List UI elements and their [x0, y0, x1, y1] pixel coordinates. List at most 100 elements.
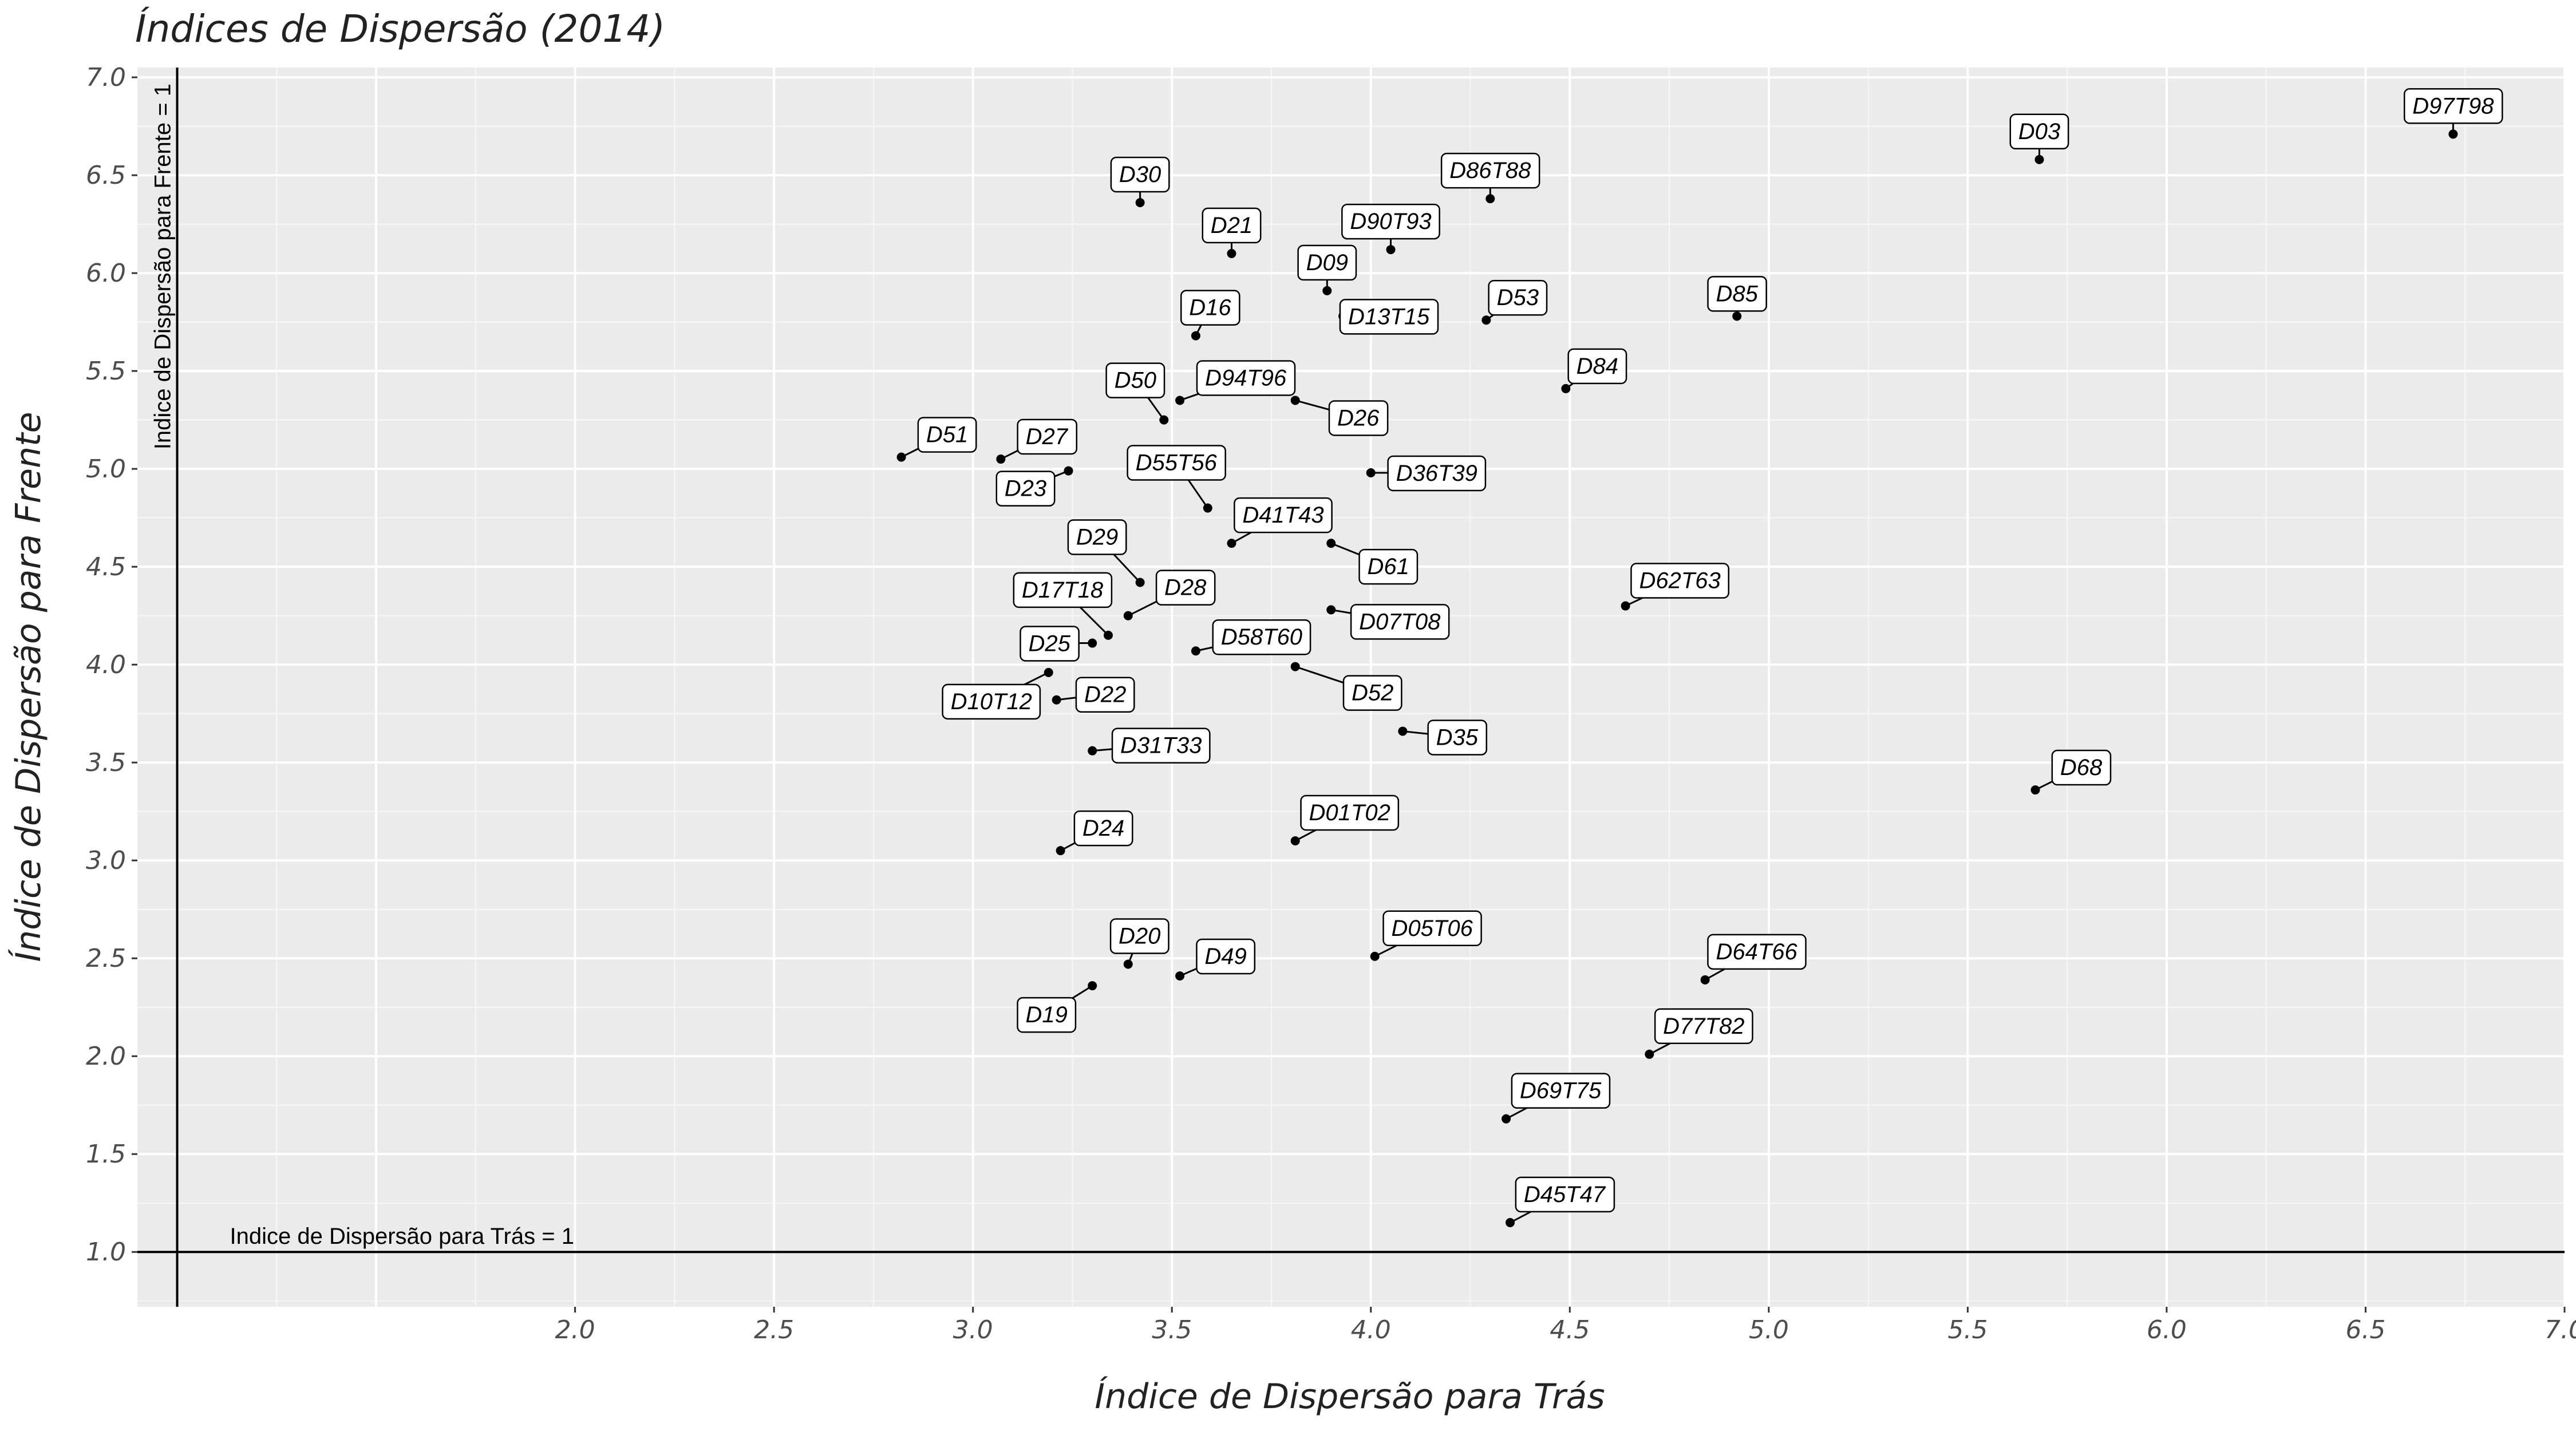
point-label-box: [1707, 276, 1767, 312]
point-label: D31T33: [1111, 728, 1211, 764]
data-point: [1056, 846, 1065, 856]
point-label-text: D68: [2060, 755, 2103, 780]
point-label-box: [1109, 918, 1170, 954]
data-point: [1135, 578, 1145, 587]
data-point: [1088, 981, 1097, 991]
point-label: D52: [1342, 675, 1402, 711]
point-label-text: D17T18: [1022, 578, 1104, 603]
x-tick-label: 5.0: [1749, 1315, 1789, 1345]
point-label-text: D97T98: [2412, 93, 2494, 118]
point-label: D64T66: [1707, 934, 1807, 970]
point-label-text: D90T93: [1350, 209, 1431, 234]
point-label-box: [1212, 619, 1311, 655]
point-label-text: D13T15: [1348, 304, 1430, 329]
point-label-text: D24: [1082, 816, 1124, 841]
point-label: D01T02: [1300, 794, 1400, 831]
x-tick-label: 3.0: [953, 1315, 993, 1345]
point-label-box: [1127, 445, 1226, 481]
data-point: [2448, 129, 2458, 139]
reference-lines: Indice de Dispersão para Frente = 1 Indi…: [137, 68, 2565, 1307]
point-label-text: D84: [1577, 354, 1618, 379]
x-tick-label: 7.0: [2545, 1315, 2576, 1345]
point-label-box: [1511, 1073, 1611, 1109]
point-label: D68: [2051, 749, 2112, 786]
data-point: [1502, 1114, 1511, 1124]
data-point: [896, 452, 906, 462]
point-label-box: [1339, 299, 1439, 335]
point-label-text: D26: [1337, 405, 1380, 430]
point-label-box: [1328, 400, 1389, 436]
point-label: D23: [995, 471, 1056, 507]
point-label: D27: [1017, 418, 1078, 455]
point-label: D86T88: [1440, 152, 1540, 189]
data-point: [1064, 466, 1073, 476]
point-label-text: D41T43: [1242, 503, 1323, 528]
point-label-text: D27: [1026, 424, 1069, 449]
point-label-box: [1342, 675, 1402, 711]
point-label-text: D31T33: [1120, 733, 1202, 758]
x-tick-label: 6.5: [2345, 1315, 2385, 1345]
point-label: D10T12: [942, 683, 1041, 720]
data-point: [1135, 197, 1145, 207]
y-tick-label: 6.5: [86, 161, 126, 190]
point-label: D45T47: [1515, 1176, 1615, 1213]
point-label-box: [1020, 626, 1080, 662]
point-label-text: D69T75: [1520, 1078, 1602, 1104]
point-label-text: D03: [2018, 119, 2060, 144]
point-label-box: [1202, 207, 1262, 244]
point-label-box: [1350, 604, 1450, 640]
point-label-text: D94T96: [1205, 365, 1287, 390]
data-point: [1104, 630, 1113, 640]
point-label-box: [1382, 910, 1482, 947]
point-label-box: [1067, 519, 1127, 555]
point-label: D16: [1180, 290, 1240, 326]
point-label: D03: [2009, 113, 2069, 150]
point-label-box: [1111, 728, 1211, 764]
data-point: [1175, 396, 1185, 405]
point-label: D84: [1567, 348, 1627, 385]
point-label: D58T60: [1212, 619, 1311, 655]
data-point: [1481, 315, 1491, 325]
x-tick-label: 4.0: [1351, 1315, 1391, 1345]
point-label-text: D52: [1352, 681, 1393, 706]
data-point: [1645, 1049, 1654, 1059]
x-tick-label: 4.5: [1550, 1315, 1590, 1345]
point-label-box: [2009, 113, 2069, 150]
point-label-text: D30: [1119, 162, 1161, 187]
y-tick-label: 3.5: [86, 748, 126, 777]
data-point: [1227, 539, 1236, 548]
point-label: D24: [1073, 810, 1133, 847]
point-label-box: [1075, 677, 1135, 713]
point-label-text: D45T47: [1524, 1182, 1606, 1207]
y-tick-label: 5.0: [86, 454, 126, 484]
data-point: [1044, 667, 1053, 677]
point-label-text: D28: [1164, 575, 1207, 600]
point-label-text: D23: [1005, 476, 1046, 501]
point-label-text: D51: [926, 422, 968, 448]
point-label: D77T82: [1654, 1008, 1753, 1045]
point-label-box: [1654, 1008, 1753, 1045]
point-label-box: [1707, 934, 1807, 970]
point-label: D41T43: [1234, 497, 1333, 533]
point-label: D22: [1075, 677, 1135, 713]
data-point: [1227, 248, 1236, 258]
point-label-box: [1196, 360, 1296, 396]
point-label-box: [1440, 152, 1540, 189]
point-label: D09: [1297, 244, 1357, 281]
point-label-text: D21: [1211, 213, 1253, 238]
point-label-text: D58T60: [1221, 624, 1302, 650]
point-label: D28: [1155, 570, 1216, 606]
point-label-box: [2051, 749, 2112, 786]
point-label-box: [1427, 720, 1488, 756]
vertical-reference-label: Indice de Dispersão para Frente = 1: [151, 84, 176, 449]
data-point: [996, 454, 1006, 464]
y-tick-label: 4.5: [86, 552, 126, 582]
point-label-box: [1234, 497, 1333, 533]
y-tick-label: 4.0: [86, 650, 126, 679]
data-point: [1191, 331, 1200, 341]
point-label-box: [1017, 418, 1078, 455]
data-points: [896, 129, 2458, 1227]
point-label-box: [1155, 570, 1216, 606]
point-label-box: [1387, 455, 1487, 492]
point-label-text: D85: [1716, 281, 1759, 306]
